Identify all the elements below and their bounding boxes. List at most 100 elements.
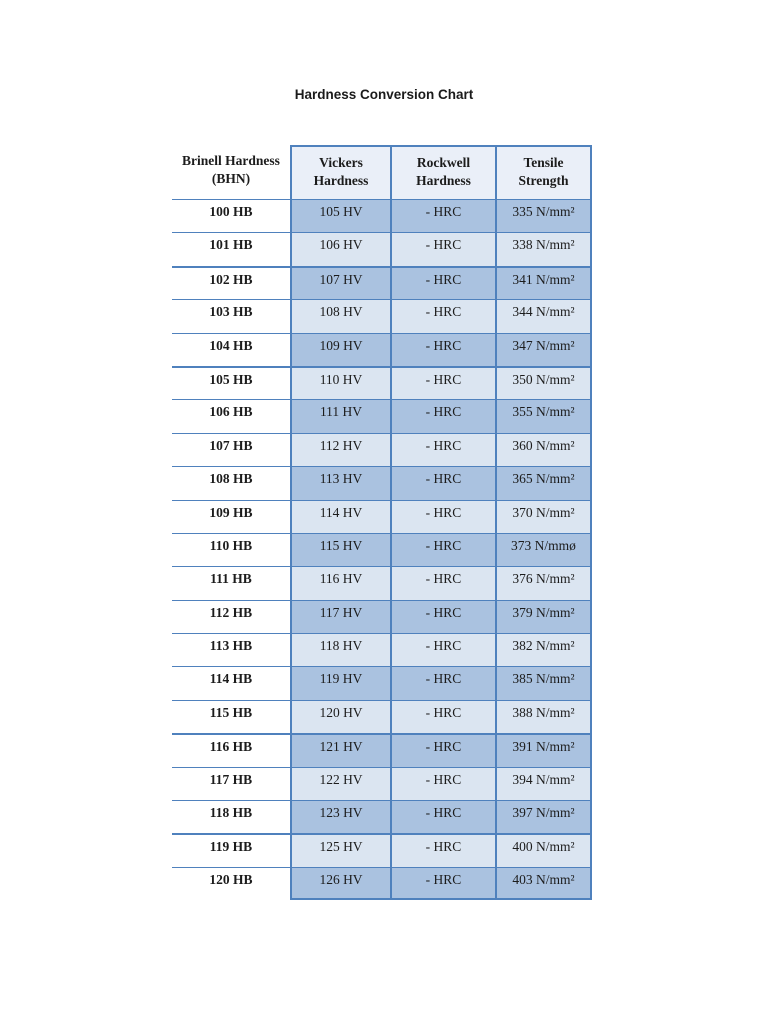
table-row: 112 HB 117 HV - HRC 379 N/mm² <box>172 599 592 634</box>
cell-brinell-hardness: 120 HB <box>209 871 253 887</box>
cell-vickers-hardness: 106 HV <box>290 233 392 266</box>
cell-tensile-strength: 373 N/mmø <box>497 533 592 567</box>
cell-brinell-hardness: 118 HB <box>209 805 253 821</box>
table-body: 100 HB 105 HV - HRC 335 N/mm² 101 HB 106… <box>172 199 592 901</box>
hardness-conversion-table: Brinell Hardness (BHN) Vickers Hardness … <box>172 145 592 901</box>
cell-rockwell-hardness: - HRC <box>392 835 497 867</box>
cell-vickers-hardness: 119 HV <box>290 667 392 700</box>
cell-rockwell-hardness: - HRC <box>392 233 497 266</box>
cell-rockwell-hardness: - HRC <box>392 767 497 801</box>
column-header-brinell: Brinell Hardness (BHN) <box>182 153 280 187</box>
cell-tensile-strength: 338 N/mm² <box>497 233 592 266</box>
cell-vickers-hardness: 116 HV <box>290 567 392 600</box>
cell-brinell-hardness: 113 HB <box>209 638 253 654</box>
cell-brinell-hardness: 111 HB <box>210 571 252 587</box>
cell-brinell-hardness: 119 HB <box>209 839 253 855</box>
cell-vickers-hardness: 108 HV <box>290 300 392 333</box>
cell-vickers-hardness: 107 HV <box>290 267 392 300</box>
cell-brinell-hardness: 104 HB <box>209 337 253 353</box>
column-header-tensile: Tensile Strength <box>497 145 592 199</box>
table-row: 118 HB 123 HV - HRC 397 N/mm² <box>172 800 592 834</box>
cell-rockwell-hardness: - HRC <box>392 735 497 767</box>
cell-tensile-strength: 391 N/mm² <box>497 735 592 767</box>
table-row: 111 HB 116 HV - HRC 376 N/mm² <box>172 566 592 600</box>
table-row: 105 HB 110 HV - HRC 350 N/mm² <box>172 365 592 400</box>
cell-brinell-hardness: 109 HB <box>209 504 253 520</box>
cell-tensile-strength: 355 N/mm² <box>497 400 592 433</box>
cell-rockwell-hardness: - HRC <box>392 634 497 667</box>
table-row: 114 HB 119 HV - HRC 385 N/mm² <box>172 666 592 700</box>
cell-brinell-hardness: 110 HB <box>209 537 253 553</box>
cell-brinell-hardness: 105 HB <box>209 371 253 387</box>
cell-rockwell-hardness: - HRC <box>392 667 497 700</box>
cell-rockwell-hardness: - HRC <box>392 567 497 600</box>
cell-tensile-strength: 370 N/mm² <box>497 500 592 533</box>
cell-vickers-hardness: 110 HV <box>290 367 392 400</box>
cell-tensile-strength: 394 N/mm² <box>497 767 592 801</box>
table-row: 117 HB 122 HV - HRC 394 N/mm² <box>172 766 592 801</box>
table-row: 115 HB 120 HV - HRC 388 N/mm² <box>172 699 592 734</box>
table-row: 116 HB 121 HV - HRC 391 N/mm² <box>172 733 592 767</box>
column-header-vickers: Vickers Hardness <box>290 145 392 199</box>
cell-tensile-strength: 347 N/mm² <box>497 333 592 366</box>
cell-vickers-hardness: 118 HV <box>290 634 392 667</box>
cell-brinell-hardness: 101 HB <box>209 237 253 253</box>
cell-tensile-strength: 341 N/mm² <box>497 267 592 300</box>
table-row: 103 HB 108 HV - HRC 344 N/mm² <box>172 299 592 333</box>
cell-tensile-strength: 360 N/mm² <box>497 433 592 467</box>
cell-rockwell-hardness: - HRC <box>392 200 497 233</box>
table-row: 102 HB 107 HV - HRC 341 N/mm² <box>172 265 592 300</box>
table-row: 101 HB 106 HV - HRC 338 N/mm² <box>172 232 592 266</box>
cell-rockwell-hardness: - HRC <box>392 300 497 333</box>
cell-rockwell-hardness: - HRC <box>392 700 497 734</box>
cell-vickers-hardness: 109 HV <box>290 333 392 366</box>
cell-tensile-strength: 400 N/mm² <box>497 835 592 867</box>
column-header-rockwell: Rockwell Hardness <box>392 145 497 199</box>
cell-tensile-strength: 350 N/mm² <box>497 367 592 400</box>
table-row: 113 HB 118 HV - HRC 382 N/mm² <box>172 633 592 667</box>
cell-rockwell-hardness: - HRC <box>392 533 497 567</box>
cell-brinell-hardness: 106 HB <box>209 404 253 420</box>
cell-vickers-hardness: 117 HV <box>290 600 392 634</box>
table-row: 106 HB 111 HV - HRC 355 N/mm² <box>172 399 592 433</box>
table-row: 119 HB 125 HV - HRC 400 N/mm² <box>172 833 592 867</box>
cell-brinell-hardness: 117 HB <box>209 771 253 787</box>
cell-rockwell-hardness: - HRC <box>392 600 497 634</box>
cell-vickers-hardness: 112 HV <box>290 433 392 467</box>
cell-tensile-strength: 385 N/mm² <box>497 667 592 700</box>
cell-brinell-hardness: 103 HB <box>209 304 253 320</box>
cell-vickers-hardness: 111 HV <box>290 400 392 433</box>
cell-vickers-hardness: 126 HV <box>290 867 392 901</box>
cell-brinell-hardness: 107 HB <box>209 437 253 453</box>
cell-rockwell-hardness: - HRC <box>392 333 497 366</box>
cell-tensile-strength: 397 N/mm² <box>497 801 592 834</box>
cell-brinell-hardness: 114 HB <box>209 671 253 687</box>
table-row: 108 HB 113 HV - HRC 365 N/mm² <box>172 466 592 500</box>
cell-vickers-hardness: 105 HV <box>290 200 392 233</box>
cell-tensile-strength: 376 N/mm² <box>497 567 592 600</box>
table-header-row: Brinell Hardness (BHN) Vickers Hardness … <box>172 145 592 199</box>
table-row: 120 HB 126 HV - HRC 403 N/mm² <box>172 866 592 901</box>
cell-vickers-hardness: 125 HV <box>290 835 392 867</box>
table-row: 100 HB 105 HV - HRC 335 N/mm² <box>172 199 592 233</box>
cell-brinell-hardness: 108 HB <box>209 471 253 487</box>
cell-tensile-strength: 365 N/mm² <box>497 467 592 500</box>
cell-vickers-hardness: 120 HV <box>290 700 392 734</box>
cell-vickers-hardness: 122 HV <box>290 767 392 801</box>
cell-vickers-hardness: 121 HV <box>290 735 392 767</box>
cell-rockwell-hardness: - HRC <box>392 500 497 533</box>
cell-vickers-hardness: 114 HV <box>290 500 392 533</box>
cell-brinell-hardness: 115 HB <box>209 704 253 720</box>
cell-rockwell-hardness: - HRC <box>392 467 497 500</box>
table-row: 110 HB 115 HV - HRC 373 N/mmø <box>172 532 592 567</box>
table-row: 109 HB 114 HV - HRC 370 N/mm² <box>172 499 592 533</box>
cell-tensile-strength: 388 N/mm² <box>497 700 592 734</box>
cell-tensile-strength: 403 N/mm² <box>497 867 592 901</box>
cell-rockwell-hardness: - HRC <box>392 867 497 901</box>
cell-vickers-hardness: 123 HV <box>290 801 392 834</box>
cell-rockwell-hardness: - HRC <box>392 801 497 834</box>
cell-tensile-strength: 335 N/mm² <box>497 200 592 233</box>
cell-rockwell-hardness: - HRC <box>392 433 497 467</box>
cell-brinell-hardness: 112 HB <box>209 604 253 620</box>
